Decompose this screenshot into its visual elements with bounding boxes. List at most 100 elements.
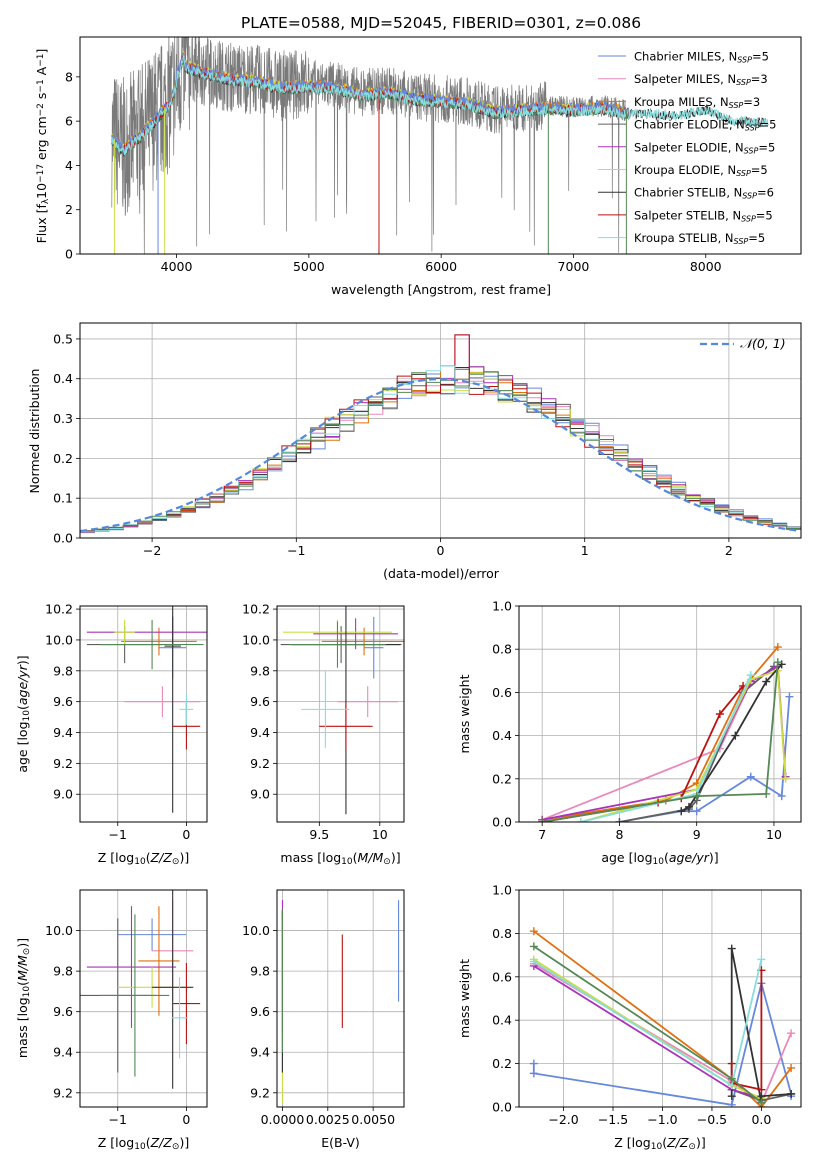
label-part: E(B-V)	[321, 1135, 360, 1150]
legend-label: Salpeter ELODIE, NSSP=5	[634, 140, 775, 155]
plus-marker	[692, 807, 701, 816]
x-tick-label: −2	[143, 543, 161, 558]
x-tick-label: −1	[287, 543, 305, 558]
legend-label-part: =5	[756, 208, 773, 222]
y-tick-label: 10.0	[242, 923, 270, 938]
y-tick-label: 9.4	[250, 725, 270, 740]
label-part: −1	[36, 54, 46, 67]
plus-marker	[576, 818, 585, 822]
y-tick-label: 9.0	[53, 787, 73, 802]
y-tick-label: 0.4	[492, 1013, 512, 1028]
legend-label-part: Salpeter STELIB, N	[634, 208, 741, 222]
plot-area	[281, 900, 400, 1103]
y-tick-label: 1.0	[492, 883, 512, 898]
y-tick-label: 9.8	[250, 964, 270, 979]
y-tick-label: 9.8	[53, 964, 73, 979]
legend-label: Kroupa MILES, NSSP=3	[634, 95, 760, 110]
y-tick-label: 0.0	[53, 531, 73, 546]
chart-age-vs-z: −1 09.09.29.49.69.810.010.2Z [log10(Z/Z⊙)…	[15, 602, 208, 867]
plus-marker	[762, 677, 771, 686]
legend-label-part: SSP	[741, 214, 756, 223]
label-part: ]	[34, 49, 49, 54]
y-tick-label: 9.2	[53, 756, 73, 771]
legend-label-part: Kroupa ELODIE, N	[634, 163, 736, 177]
label-part: mass [log	[15, 997, 30, 1058]
y-tick-label: 0.5	[53, 331, 73, 346]
x-tick-label: 1	[581, 543, 589, 558]
histogram-series	[80, 371, 801, 532]
histogram-series	[80, 365, 801, 533]
plus-marker	[727, 1100, 736, 1107]
legend-label-part: =5	[751, 163, 768, 177]
legend-label-part: Chabrier STELIB, N	[634, 186, 742, 200]
x-tick-label: 0.0025	[306, 1112, 350, 1127]
x-axis-label: mass [log10(M/M⊙)]	[280, 850, 400, 867]
plus-marker	[615, 818, 624, 822]
y-tick-label: 10.0	[45, 632, 73, 647]
label-part: λ	[41, 198, 51, 204]
y-tick-label: 0.0	[492, 815, 512, 830]
legend-label-part: SSP	[742, 192, 757, 201]
y-tick-label: 9.6	[53, 1004, 73, 1019]
x-tick-label: 0.0000	[261, 1112, 305, 1127]
legend-label: Kroupa ELODIE, NSSP=5	[634, 163, 768, 178]
y-axis-label: age [log10(age/yr)]	[15, 655, 32, 772]
gaussian-curve	[80, 378, 799, 533]
y-tick-label: 2	[65, 202, 73, 217]
massweight-line	[542, 662, 779, 822]
legend-label-part: =5	[758, 140, 775, 154]
y-tick-label: 0.6	[492, 685, 512, 700]
plot-area	[529, 927, 796, 1107]
label-part: )]	[391, 850, 401, 865]
label-part: (	[15, 981, 30, 986]
x-axis-label: Z [log10(Z/Z⊙)]	[614, 1135, 705, 1152]
chart-mass-vs-ebv: 0.0000 0.0025 0.0050 9.2 9.4 9.6 9.8 10.0 E(B-V)	[242, 889, 405, 1150]
x-axis-label: Z [log10(Z/Z⊙)]	[98, 1135, 189, 1152]
legend-label: Chabrier STELIB, NSSP=6	[634, 186, 774, 201]
plus-marker	[538, 818, 547, 822]
y-axis-label: mass [log10(M/M⊙)]	[15, 938, 32, 1058]
chart-spectrum: 4000 5000 6000 7000 8000 0 2 4 6 8 Chabrier MILES,…	[34, 36, 802, 297]
y-tick-label: 0.4	[53, 371, 73, 386]
label-part: A	[34, 66, 49, 79]
x-tick-label: 9.5	[309, 827, 329, 842]
x-tick-label: 10	[372, 827, 388, 842]
x-tick-label: 0.0050	[351, 1112, 395, 1127]
label-part: 10	[22, 710, 32, 722]
y-tick-label: 0	[65, 247, 73, 262]
massweight-line	[542, 665, 787, 821]
y-tick-label: 0.8	[492, 642, 512, 657]
plus-marker	[731, 731, 740, 740]
x-tick-label: 7000	[558, 259, 590, 274]
label-part: M/M	[15, 955, 30, 981]
label-part: age/yr	[15, 664, 30, 705]
label-part: (	[15, 705, 30, 710]
y-tick-label: 9.8	[250, 663, 270, 678]
y-tick-label: 9.6	[250, 1004, 270, 1019]
plot-area	[111, 37, 769, 254]
x-tick-label: 6000	[425, 259, 457, 274]
plus-marker	[746, 671, 755, 680]
plus-marker	[787, 1029, 796, 1038]
label-part: age [log	[15, 721, 30, 772]
x-axis-label: E(B-V)	[321, 1135, 360, 1150]
x-tick-label: 0.0	[751, 1112, 771, 1127]
y-tick-label: 9.2	[250, 1085, 270, 1100]
chart-massweight-vs-z: −2.0 −1.5 −1.0 −0.5 0.0 0.0 0.2 0.4 0.6 0.8 1.0 Z […	[457, 883, 802, 1152]
label-part: 10	[34, 183, 49, 199]
label-part: (	[662, 1135, 667, 1150]
plus-marker	[757, 1098, 766, 1107]
plus-marker	[781, 774, 790, 783]
x-tick-label: −1.0	[647, 1112, 677, 1127]
label-part: age/yr	[669, 850, 710, 865]
label-part: ⊙	[688, 1142, 696, 1152]
plus-marker	[715, 710, 724, 718]
label-part: 10	[341, 857, 353, 867]
x-axis-label: (data-model)/error	[383, 566, 500, 581]
axes-frame	[518, 889, 802, 1108]
plus-marker	[757, 955, 766, 964]
